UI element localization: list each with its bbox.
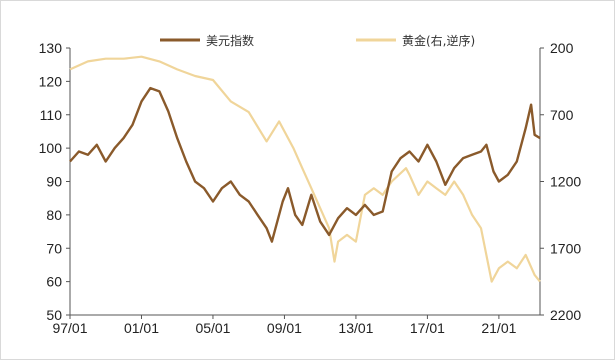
right-tick-label: 700 bbox=[550, 107, 574, 123]
legend-label: 黄金(右,逆序) bbox=[402, 33, 475, 48]
left-tick-label: 80 bbox=[46, 207, 62, 223]
left-y-axis: 50 60 70 80 90 100 110 120 130 bbox=[39, 40, 70, 323]
left-tick-label: 90 bbox=[46, 174, 62, 190]
x-axis: 97/01 01/01 05/01 09/01 13/01 17/01 21/01 bbox=[52, 315, 517, 336]
left-tick-label: 70 bbox=[46, 240, 62, 256]
x-tick-label: 97/01 bbox=[52, 320, 87, 336]
right-y-axis: 200 700 1200 1700 2200 bbox=[540, 40, 581, 323]
legend-label: 美元指数 bbox=[206, 33, 254, 48]
right-tick-label: 1700 bbox=[550, 240, 581, 256]
left-tick-label: 60 bbox=[46, 274, 62, 290]
series-line-gold bbox=[69, 55, 541, 283]
left-tick-label: 100 bbox=[39, 140, 63, 156]
x-tick-label: 17/01 bbox=[410, 320, 445, 336]
right-tick-label: 2200 bbox=[550, 307, 581, 323]
series-layer bbox=[69, 55, 541, 283]
x-tick-label: 13/01 bbox=[338, 320, 373, 336]
plot-area bbox=[69, 48, 541, 316]
left-tick-label: 50 bbox=[46, 307, 62, 323]
left-tick-label: 120 bbox=[39, 73, 63, 89]
x-tick-label: 01/01 bbox=[124, 320, 159, 336]
right-tick-label: 1200 bbox=[550, 174, 581, 190]
series-line-usd-index bbox=[69, 86, 541, 243]
left-tick-label: 130 bbox=[39, 40, 63, 56]
x-tick-label: 09/01 bbox=[267, 320, 302, 336]
x-tick-label: 05/01 bbox=[195, 320, 230, 336]
legend: 美元指数 黄金(右,逆序) bbox=[160, 33, 475, 48]
left-tick-label: 110 bbox=[40, 107, 63, 123]
right-tick-label: 200 bbox=[550, 40, 574, 56]
x-tick-label: 21/01 bbox=[481, 320, 516, 336]
